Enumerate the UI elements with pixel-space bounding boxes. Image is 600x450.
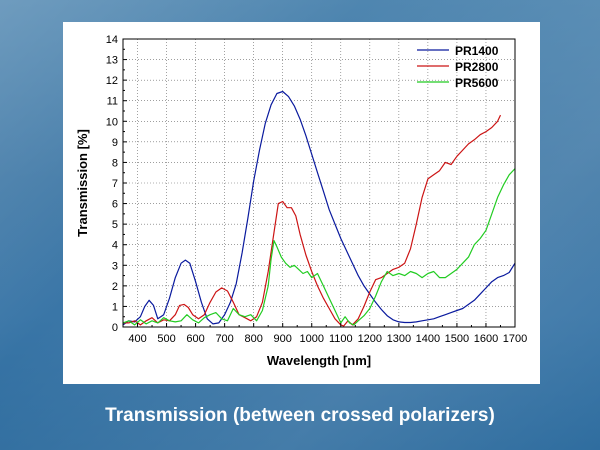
x-tick-label: 500 [157,333,175,345]
x-tick-label: 600 [186,333,204,345]
y-tick-label: 1 [112,301,118,313]
legend-label: PR2800 [455,60,499,74]
y-tick-label: 8 [112,157,118,169]
x-tick-label: 1200 [358,333,382,345]
x-tick-label: 400 [128,333,146,345]
y-tick-label: 7 [112,178,118,190]
slide-caption: Transmission (between crossed polarizers… [105,405,495,426]
series-line-pr5600 [122,168,516,326]
y-tick-label: 3 [112,260,118,272]
x-tick-label: 1000 [299,333,323,345]
y-tick-label: 12 [106,75,118,87]
y-tick-label: 11 [107,96,118,108]
x-tick-label: 1500 [445,333,469,345]
series-layer [122,90,516,327]
series-line-pr2800 [123,114,502,327]
x-tick-label: 800 [244,333,262,345]
y-tick-label: 0 [112,322,118,334]
x-tick-label: 1100 [329,333,353,345]
y-tick-label: 6 [112,199,118,211]
y-tick-label: 5 [112,219,118,231]
y-tick-label: 13 [106,55,118,67]
x-tick-label: 700 [215,333,233,345]
x-tick-label: 900 [274,333,292,345]
legend: PR1400 PR2800 PR5600 [417,44,499,90]
y-tick-label: 10 [106,116,118,128]
x-axis-label: Wavelength [nm] [267,353,371,368]
y-tick-label: 9 [112,137,118,149]
y-tick-label: 2 [112,281,118,293]
grid-lines [123,39,515,327]
y-axis-label: Transmission [%] [75,129,90,237]
series-line-pr1400 [122,90,516,326]
x-tick-label: 1600 [474,333,498,345]
legend-label: PR5600 [455,76,499,90]
legend-label: PR1400 [455,44,499,58]
chart-panel: 0 1 2 3 4 5 6 7 8 9 10 11 12 13 14 400 500 600 700 800 900 10… [63,22,540,384]
x-tick-label: 1400 [416,333,440,345]
y-tick-label: 14 [106,34,118,46]
x-tick-label: 1700 [503,333,527,345]
y-tick-label: 4 [112,240,118,252]
x-tick-label: 1300 [387,333,411,345]
